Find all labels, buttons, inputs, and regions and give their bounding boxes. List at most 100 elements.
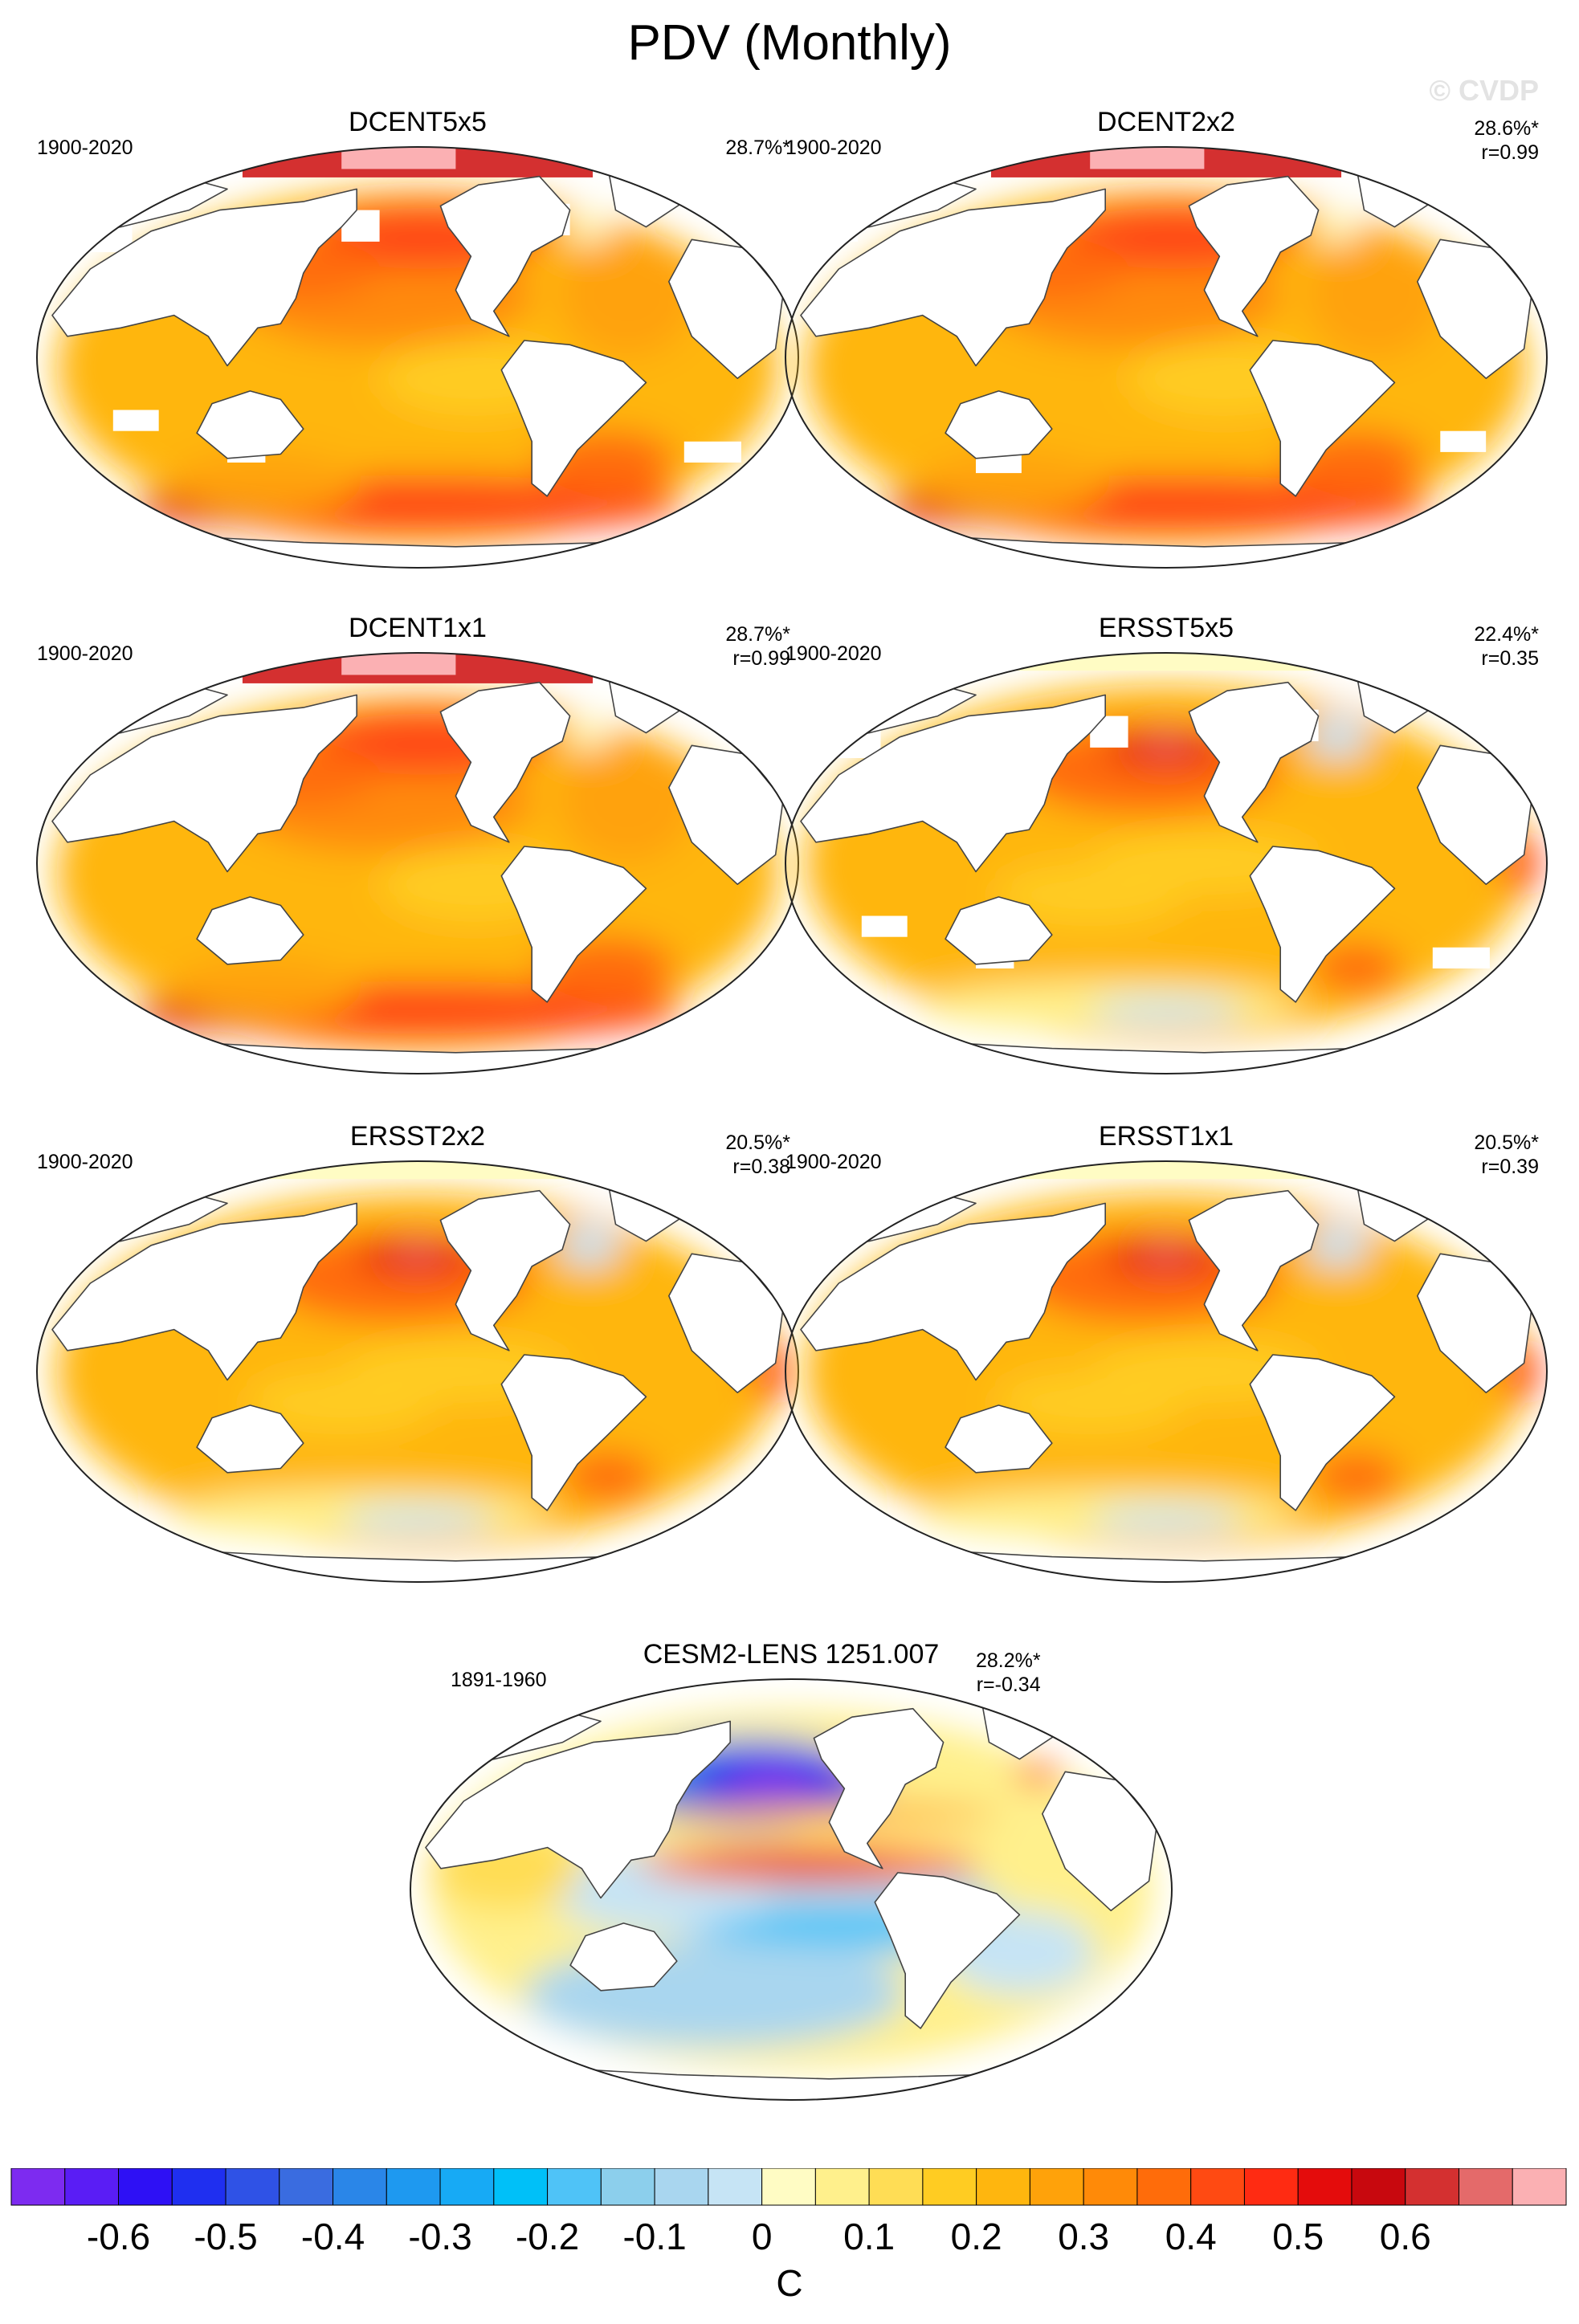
colorbar-swatch [922,2168,977,2206]
sst-field [800,147,1532,568]
missing-data [1440,430,1487,452]
landmass-asia [425,1720,732,1899]
map-3 [36,652,799,1074]
anomaly-region [169,957,361,1021]
landmass-samerica [1249,340,1396,497]
landmass-asia [800,188,1107,367]
landmass-asia [800,1202,1107,1381]
landmass-namerica [439,681,571,843]
variance-explained: 22.4%* [1474,623,1539,646]
variance-explained: 28.6%* [1474,117,1539,140]
map-boundary [785,146,1548,569]
panel-period: 1900-2020 [785,642,882,665]
colorbar-swatch [814,2168,870,2206]
arctic-band-light [341,653,456,675]
landmass-greenland [607,167,685,228]
panel-stats: 28.7%* r=0.99 [725,622,790,671]
anomaly-region [1090,1506,1242,1532]
landmass-namerica [1188,1189,1320,1352]
map-1 [36,146,799,569]
colorbar-swatch [171,2168,226,2206]
variance-explained: 28.7%* [725,623,790,646]
anomaly-region [994,1372,1185,1435]
pattern-correlation: r=0.35 [1481,647,1539,670]
colorbar-swatch [386,2168,441,2206]
landmass-namerica [813,1707,945,1869]
panel-stats: 28.6%* r=0.99 [1474,116,1539,165]
anomaly-region [558,736,696,863]
landmass-samerica [500,340,647,497]
pattern-correlation: r=0.99 [1481,141,1539,164]
anomaly-region [565,210,612,244]
landmass-australia [945,1405,1053,1474]
anomaly-region [1307,716,1369,758]
colorbar-tick-label: -0.5 [194,2216,258,2257]
colorbar-tick-label: 0.3 [1058,2216,1110,2257]
colorbar [10,2168,1567,2206]
anomaly-region [684,1853,898,1875]
landmass-namerica [1188,681,1320,843]
panel-stats: 22.4%* r=0.35 [1474,622,1539,671]
panel-title: ERSST5x5 [1098,613,1234,643]
colorbar-swatch [118,2168,173,2206]
anomaly-region [994,863,1185,927]
landmass-australia [945,390,1053,459]
landmass-asia [800,694,1107,873]
colorbar-tick-label: -0.1 [622,2216,687,2257]
colorbar-swatch [1351,2168,1406,2206]
map-6 [785,1160,1548,1583]
anomaly-region [341,1506,494,1532]
colorbar-tick-label: 0.4 [1165,2216,1217,2257]
colorbar-swatch [225,2168,280,2206]
anomaly-region [1307,1224,1369,1266]
pattern-correlation: r=0.39 [1481,1156,1539,1178]
panel-period: 1900-2020 [37,1151,133,1173]
anomaly-region [246,1372,437,1435]
missing-data [683,441,741,463]
anomaly-region [1314,210,1361,244]
panel-stats: 28.7%* [725,136,790,160]
colorbar-tick-label: 0.5 [1272,2216,1324,2257]
landmass-samerica [500,846,647,1003]
colorbar-tick-label: 0.2 [950,2216,1002,2257]
anomaly-region [918,451,1109,516]
anomaly-region [1307,230,1445,357]
colorbar-swatch [333,2168,387,2206]
map-boundary [36,1160,799,1583]
anomaly-region [169,451,361,516]
panel-title: CESM2-LENS 1251.007 [643,1639,940,1670]
colorbar-swatch [64,2168,120,2206]
sst-field [51,147,784,568]
colorbar-swatch [439,2168,495,2206]
panel-title: DCENT1x1 [349,613,487,643]
variance-explained: 20.5%* [725,1131,790,1154]
colorbar-tick-label: -0.3 [408,2216,472,2257]
anomaly-region [1311,1451,1402,1502]
colorbar-unit: C [776,2262,803,2304]
anomaly-region [726,1763,818,1793]
map-boundary [36,652,799,1074]
missing-data [1432,947,1490,968]
anomaly-region [558,1224,620,1266]
panel-stats: 28.2%* r=-0.34 [976,1649,1041,1697]
anomaly-region [565,716,612,750]
landmass-samerica [1249,846,1396,1003]
map-boundary [785,652,1548,1074]
colorbar-tick-label: 0.1 [843,2216,896,2257]
arctic-band-light [341,147,456,169]
anomaly-region [558,230,696,357]
landmass-australia [196,390,304,459]
variance-explained: 20.5%* [1474,1131,1539,1154]
colorbar-tick-label: -0.6 [86,2216,151,2257]
colorbar-swatch [976,2168,1030,2206]
colorbar-swatch [1512,2168,1567,2206]
sst-field [51,653,784,1074]
landmass-australia [196,896,304,965]
colorbar-swatch [1136,2168,1192,2206]
colorbar-swatch [1405,2168,1459,2206]
colorbar-swatch [10,2168,66,2206]
anomaly-region [1090,997,1242,1024]
colorbar-swatch [868,2168,924,2206]
missing-data [804,199,859,242]
